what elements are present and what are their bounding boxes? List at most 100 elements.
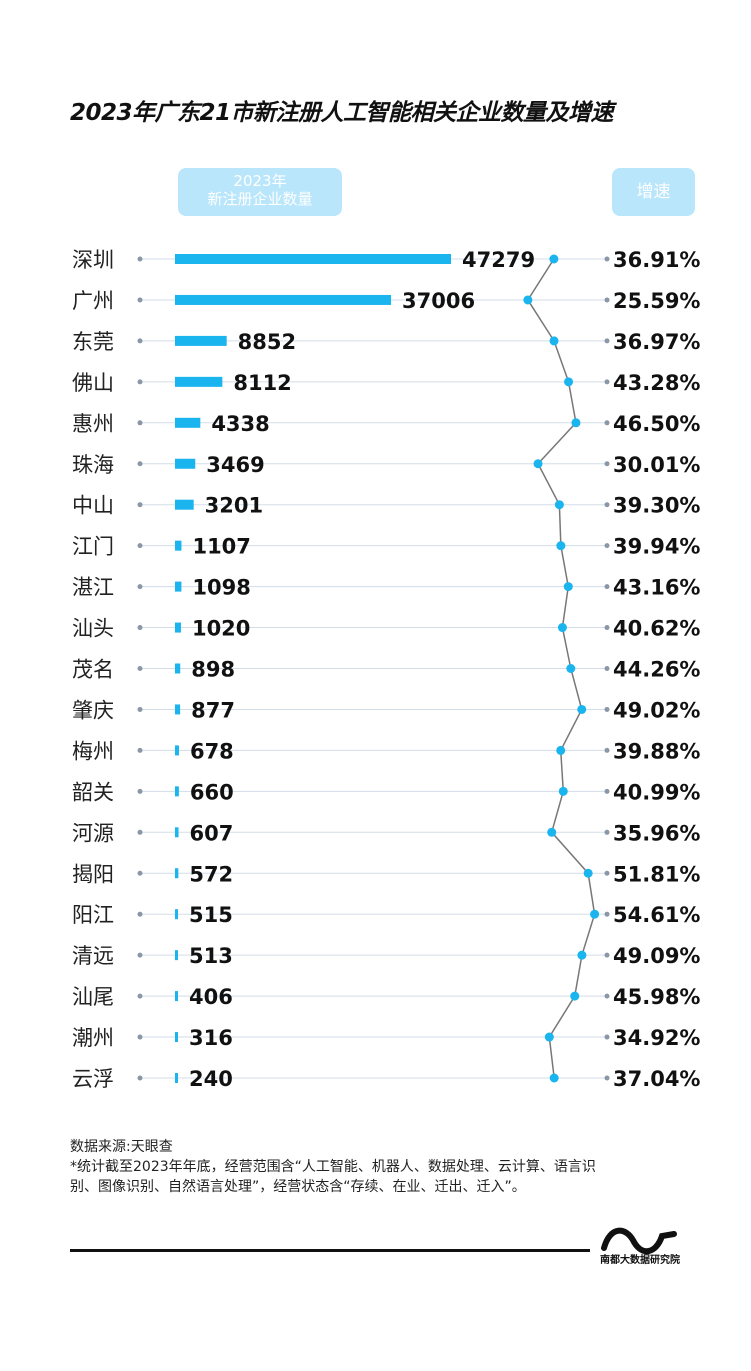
city-label: 江门 [72,535,114,559]
row-marker-left [137,338,143,344]
count-data-label: 8112 [233,371,291,395]
count-data-label: 515 [189,903,233,927]
source-text: 数据来源:天眼查 [70,1139,173,1155]
row-marker-right [604,911,610,917]
city-label: 梅州 [72,739,114,763]
brand-logo-icon [601,1227,677,1254]
growth-data-label: 39.88% [613,739,700,763]
row-marker-left [137,952,143,958]
row-marker-right [604,461,610,467]
count-bar [175,581,182,592]
row-marker-left [137,379,143,385]
count-bar [175,663,181,674]
city-label: 中山 [72,494,114,518]
count-data-label: 1020 [192,617,250,641]
growth-point [533,459,543,469]
row-marker-left [137,625,143,631]
growth-data-label: 46.50% [613,412,700,436]
count-bar [175,335,227,346]
growth-data-label: 45.98% [613,985,700,1009]
growth-data-label: 51.81% [613,862,700,886]
count-data-label: 8852 [238,330,296,354]
count-data-label: 607 [190,821,234,845]
count-bar [175,1032,178,1043]
count-bar [175,909,179,920]
growth-point [549,254,559,264]
city-label: 潮州 [72,1026,114,1050]
count-data-label: 660 [190,780,234,804]
growth-point [557,623,567,633]
brand-logo-text: 南都大数据研究院 [600,1255,680,1266]
count-data-label: 877 [191,698,235,722]
city-label: 肇庆 [72,698,114,722]
row-marker-left [137,829,143,835]
count-bar [175,622,181,633]
count-data-label: 406 [189,985,233,1009]
growth-point [549,336,559,346]
city-label: 河源 [72,821,114,845]
row-marker-right [604,420,610,426]
city-label: 湛江 [72,576,114,600]
count-data-label: 240 [189,1067,233,1091]
chart-area: 深圳 47279 36.91% 广州 37006 25.59% 东莞 8852 36.97% 佛山… [72,248,700,1091]
growth-point [590,909,600,919]
row-marker-left [137,584,143,590]
growth-data-label: 34.92% [613,1026,700,1050]
row-marker-right [604,297,610,303]
row-marker-left [137,297,143,303]
count-data-label: 4338 [211,412,269,436]
city-label: 茂名 [72,658,114,682]
count-data-label: 898 [191,658,235,682]
city-label: 广州 [72,289,114,313]
growth-data-label: 37.04% [613,1067,700,1091]
count-bar [175,991,178,1002]
row-marker-left [137,502,143,508]
city-label: 云浮 [72,1067,114,1091]
growth-point [547,827,557,837]
row-marker-right [604,584,610,590]
growth-point [571,418,581,428]
growth-data-label: 39.30% [613,494,700,518]
city-label: 深圳 [72,248,114,272]
row-marker-left [137,993,143,999]
footer-notes: 数据来源:天眼查 *统计截至2023年年底，经营范围含“人工智能、机器人、数据处… [70,1137,610,1197]
row-marker-left [137,870,143,876]
count-bar [175,950,178,961]
city-label: 佛山 [72,371,114,395]
growth-data-label: 40.99% [613,780,700,804]
growth-point [556,745,566,755]
count-bar [175,376,223,387]
city-label: 清远 [72,944,114,968]
count-bar [175,786,179,797]
row-marker-left [137,1075,143,1081]
row-marker-left [137,461,143,467]
growth-column-header: 增速 [612,168,695,216]
row-marker-right [604,870,610,876]
growth-data-label: 35.96% [613,821,700,845]
row-marker-left [137,420,143,426]
growth-point [523,295,533,305]
row-marker-right [604,829,610,835]
count-bar [175,417,201,428]
city-label: 惠州 [72,412,114,436]
growth-point [564,377,574,387]
count-bar [175,254,451,264]
growth-point [577,950,587,960]
row-marker-left [137,911,143,917]
city-label: 阳江 [72,903,114,927]
count-bar [175,294,392,305]
row-marker-right [604,788,610,794]
growth-point [563,582,573,592]
city-label: 汕头 [72,617,114,641]
growth-data-label: 44.26% [613,658,700,682]
growth-data-label: 25.59% [613,289,700,313]
row-marker-right [604,1075,610,1081]
growth-data-label: 36.97% [613,330,700,354]
count-bar [175,704,181,715]
row-marker-left [137,256,143,262]
note-text: *统计截至2023年年底，经营范围含“人工智能、机器人、数据处理、云计算、语言识… [70,1159,596,1195]
count-bar [175,868,179,879]
growth-point [549,1073,559,1083]
growth-data-label: 40.62% [613,617,700,641]
city-label: 东莞 [72,330,114,354]
